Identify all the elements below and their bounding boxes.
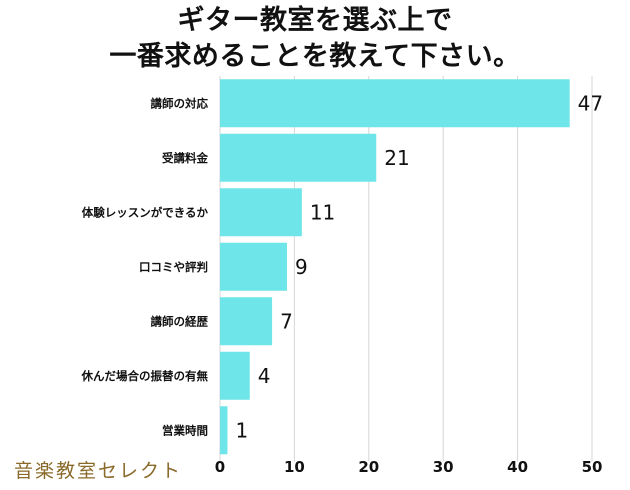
bar-6 (220, 406, 228, 455)
bar-4 (220, 297, 273, 346)
chart-title-line2: 一番求めることを教えて下さい。 (109, 41, 521, 72)
x-tick-label-10: 10 (284, 458, 305, 476)
category-label-4: 講師の経歴 (151, 314, 209, 328)
category-label-3: 口コミや評判 (139, 260, 208, 274)
x-tick-label-40: 40 (507, 458, 528, 476)
bar-0 (220, 79, 570, 128)
x-tick-label-30: 30 (433, 458, 454, 476)
x-tick-label-50: 50 (582, 458, 603, 476)
value-label-3: 9 (295, 255, 308, 279)
value-label-2: 11 (310, 200, 335, 224)
value-label-5: 4 (258, 364, 271, 388)
bar-2 (220, 188, 302, 237)
bar-1 (220, 133, 377, 182)
category-label-1: 受講料金 (162, 151, 208, 165)
x-tick-label-0: 0 (215, 458, 225, 476)
bar-5 (220, 351, 250, 400)
bar-3 (220, 242, 287, 291)
value-label-6: 1 (235, 418, 248, 442)
value-label-0: 47 (578, 91, 603, 115)
category-label-2: 体験レッスンができるか (82, 205, 209, 219)
value-label-1: 21 (384, 146, 409, 170)
value-label-4: 7 (280, 309, 293, 333)
chart-title-line1: ギター教室を選ぶ上で (177, 5, 453, 36)
category-label-5: 休んだ場合の振替の有無 (81, 369, 209, 383)
category-label-0: 講師の対応 (151, 96, 209, 110)
category-label-6: 営業時間 (162, 423, 208, 437)
watermark-logo: 音楽教室セレクト (14, 460, 183, 482)
x-tick-label-20: 20 (358, 458, 379, 476)
